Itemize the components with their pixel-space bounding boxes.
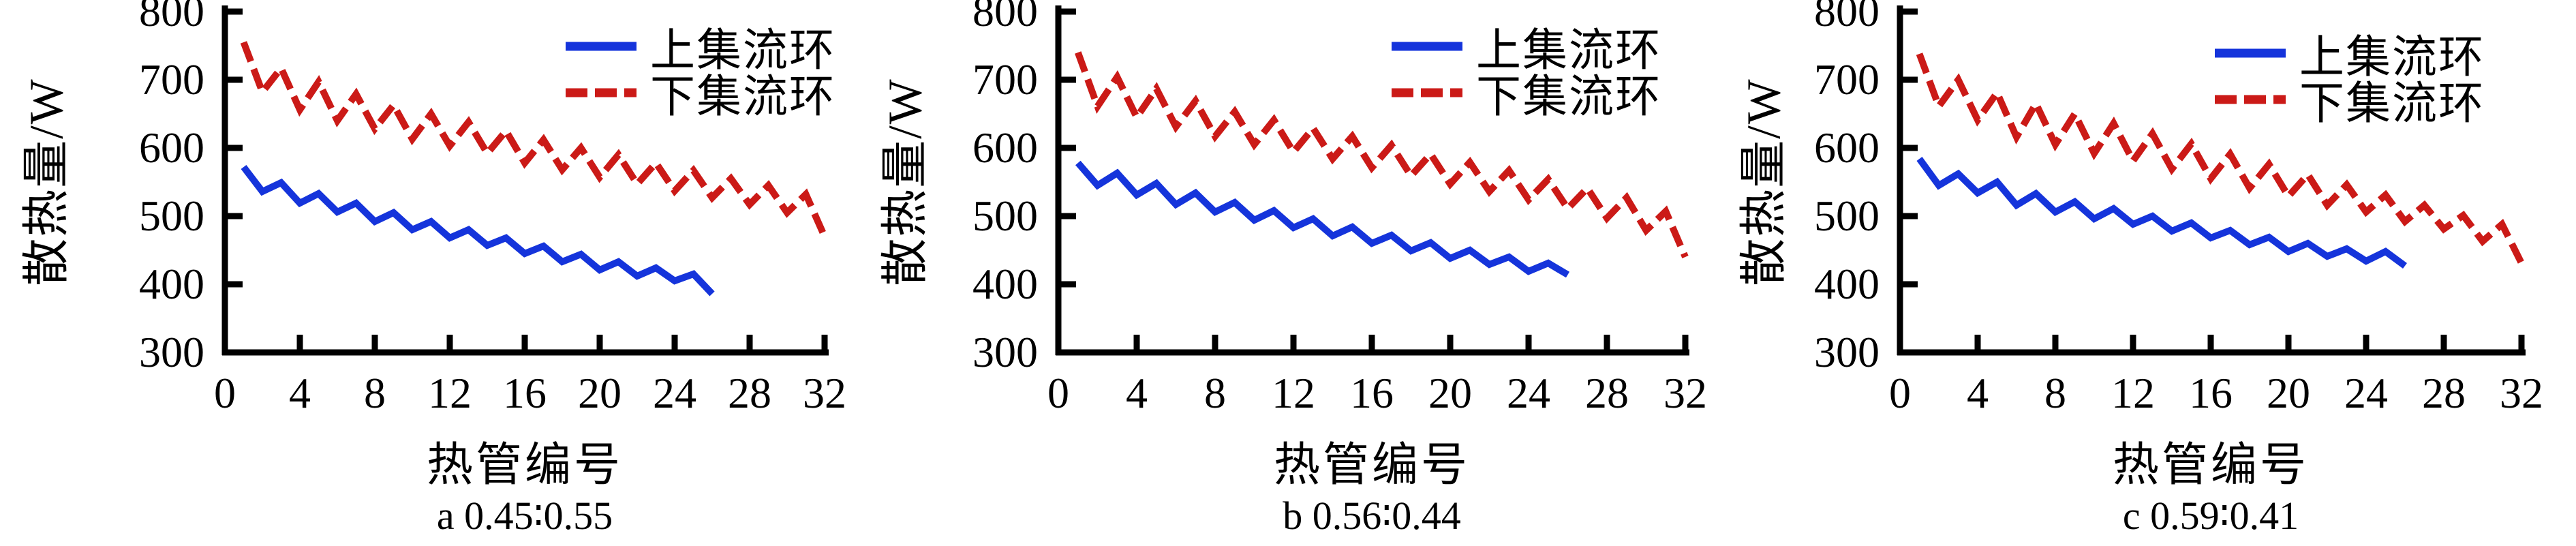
y-tick-label: 600: [972, 123, 1038, 172]
y-tick-label: 600: [139, 123, 204, 172]
x-tick-label: 20: [578, 369, 622, 417]
x-tick-label: 16: [503, 369, 547, 417]
x-tick-label: 0: [1889, 369, 1911, 417]
x-tick-label: 32: [2500, 369, 2543, 417]
legend-item-upper: 上集流环: [564, 23, 835, 76]
x-tick-label: 20: [1428, 369, 1472, 417]
legend-item-upper: 上集流环: [2213, 30, 2485, 82]
x-tick-label: 28: [728, 369, 771, 417]
y-tick-label: 600: [1814, 123, 1880, 172]
x-tick-label: 8: [1204, 369, 1226, 417]
legend-item-lower: 下集流环: [2213, 76, 2485, 129]
x-tick-label: 24: [2344, 369, 2388, 417]
plot-area: [1897, 5, 2526, 356]
series-upper-line: [1075, 160, 1570, 278]
y-axis-title: 散热量/W: [879, 78, 932, 286]
x-tick-label: 12: [2111, 369, 2155, 417]
legend-label-upper: 上集流环: [650, 26, 835, 76]
y-tick-label: 500: [1814, 192, 1880, 240]
x-tick-label: 0: [214, 369, 236, 417]
plot-area: [221, 5, 829, 356]
x-tick-label: 8: [364, 369, 386, 417]
x-tick-label: 20: [2267, 369, 2310, 417]
solid-line-icon: [2215, 48, 2286, 58]
y-tick-label: 500: [972, 192, 1038, 240]
x-tick-label: 4: [289, 369, 311, 417]
legend: 上集流环 下集流环: [2213, 30, 2485, 129]
x-tick-label: 16: [2189, 369, 2233, 417]
x-tick-label: 24: [653, 369, 696, 417]
legend-item-lower: 下集流环: [564, 70, 835, 122]
panel-caption: c 0.59∶0.41: [2122, 494, 2299, 538]
legend-label-lower: 下集流环: [650, 72, 835, 122]
x-tick-label: 16: [1350, 369, 1394, 417]
series-upper-line: [241, 164, 715, 297]
y-axis-title: 散热量/W: [20, 78, 74, 286]
y-tick-label: 800: [972, 0, 1038, 35]
series-upper-line: [1916, 157, 2407, 269]
x-tick-label: 32: [803, 369, 846, 417]
y-tick-label: 800: [1814, 0, 1880, 35]
legend-label-lower: 下集流环: [2299, 79, 2485, 129]
x-tick-label: 4: [1967, 369, 1989, 417]
y-tick-label: 700: [972, 55, 1038, 104]
dashed-line-icon: [2215, 95, 2286, 104]
legend: 上集流环 下集流环: [1390, 23, 1661, 122]
series-lower-line: [1075, 51, 1689, 258]
x-tick-label: 8: [2044, 369, 2066, 417]
y-tick-label: 500: [139, 192, 204, 240]
y-tick-label: 300: [139, 328, 204, 376]
panel-caption: b 0.56∶0.44: [1283, 494, 1461, 538]
y-tick-label: 700: [1814, 55, 1880, 104]
x-tick-label: 0: [1047, 369, 1069, 417]
x-axis-title: 热管编号: [426, 439, 623, 491]
series-lower-line: [240, 41, 828, 239]
solid-line-icon: [566, 42, 637, 51]
x-tick-label: 12: [1272, 369, 1315, 417]
y-axis-title: 散热量/W: [1738, 78, 1791, 286]
solid-line-icon: [1392, 42, 1462, 51]
y-tick-label: 400: [139, 260, 204, 308]
x-tick-label: 28: [2422, 369, 2466, 417]
series-lower-line: [1916, 52, 2525, 265]
x-tick-label: 28: [1585, 369, 1629, 417]
legend-label-upper: 上集流环: [1476, 26, 1661, 76]
chart-panel-a: 散热量/W 热管编号 a 0.45∶0.55 上集流环 下集流环 300 400 5…: [0, 0, 859, 546]
legend: 上集流环 下集流环: [564, 23, 835, 122]
y-tick-label: 300: [1814, 328, 1880, 376]
y-tick-label: 400: [972, 260, 1038, 308]
x-tick-label: 24: [1507, 369, 1550, 417]
legend-label-lower: 下集流环: [1476, 72, 1661, 122]
legend-label-upper: 上集流环: [2299, 33, 2485, 82]
panel-caption: a 0.45∶0.55: [436, 494, 613, 538]
legend-item-upper: 上集流环: [1390, 23, 1661, 76]
legend-item-lower: 下集流环: [1390, 70, 1661, 122]
x-tick-label: 32: [1663, 369, 1707, 417]
plot-area: [1055, 5, 1689, 356]
x-tick-label: 4: [1126, 369, 1148, 417]
x-axis-title: 热管编号: [2112, 439, 2309, 491]
y-tick-label: 400: [1814, 260, 1880, 308]
y-tick-label: 700: [139, 55, 204, 104]
x-tick-label: 12: [428, 369, 472, 417]
dashed-line-icon: [1392, 88, 1462, 97]
dashed-line-icon: [566, 88, 637, 97]
chart-panel-c: 散热量/W 热管编号 c 0.59∶0.41 上集流环 下集流环 300 400 5…: [1717, 0, 2576, 546]
x-axis-title: 热管编号: [1273, 439, 1470, 491]
chart-panel-b: 散热量/W 热管编号 b 0.56∶0.44 上集流环 下集流环 300 400 5…: [859, 0, 1717, 546]
y-tick-label: 800: [139, 0, 204, 35]
y-tick-label: 300: [972, 328, 1038, 376]
